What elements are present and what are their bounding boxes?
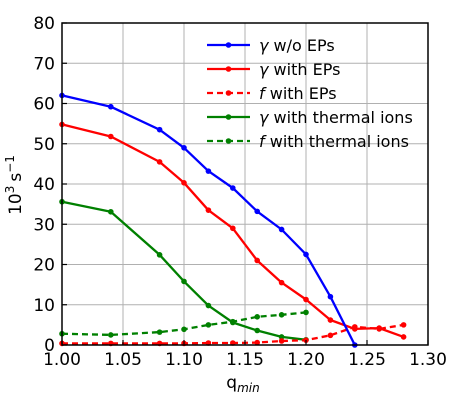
data-point [400,334,407,340]
legend-symbol: γ [259,36,270,55]
legend-marker [225,66,232,72]
x-tick-label: 1.20 [287,350,325,370]
data-point [181,144,187,151]
data-point [376,325,383,331]
x-tick-label: 1.05 [104,350,142,370]
legend-symbol: f [259,132,267,151]
data-point [303,309,309,316]
data-point [205,168,212,174]
y-tick-label: 70 [33,54,55,74]
grid [61,22,429,346]
legend-entry: γ with EPs [207,60,340,79]
data-point [181,179,187,186]
legend-label: γ w/o EPs [259,36,335,55]
data-point [278,226,285,233]
data-point [254,208,260,215]
x-axis-label: qmin [226,373,259,395]
series-1 [59,121,407,340]
legend-entry: f with thermal ions [207,132,409,151]
x-tick-label: 1.00 [43,350,81,370]
data-point [156,252,163,258]
legend-entry: γ w/o EPs [207,36,335,55]
legend-label: γ with thermal ions [259,108,413,127]
y-tick-label: 30 [33,215,55,235]
legend-text: with thermal ions [265,132,409,151]
y-tick-label: 0 [44,336,55,356]
series-0 [59,92,358,348]
y-tick-label: 40 [33,175,55,195]
data-point [205,302,212,309]
y-tick-label: 50 [33,135,55,155]
data-point [254,327,260,334]
y-tick-label: 20 [33,256,55,276]
data-point [303,251,309,258]
data-point [254,339,260,346]
legend-marker [225,90,232,96]
data-point [230,319,236,326]
legend-symbol: f [259,84,267,103]
series-layer [59,92,407,348]
data-point [205,322,212,328]
data-point [108,332,114,338]
x-tick-label: 1.10 [165,350,203,370]
legend-text: with thermal ions [268,108,412,127]
data-point [278,338,285,344]
legend-text: w/o EPs [268,36,334,55]
data-point [205,207,212,213]
data-point [156,126,163,133]
legend-label: γ with EPs [259,60,340,79]
legend-label: f with thermal ions [259,132,409,151]
legend-label: f with EPs [259,84,337,103]
legend-text: with EPs [268,60,340,79]
data-point [278,334,285,340]
x-tick-label: 1.15 [226,350,264,370]
legend-symbol: γ [259,60,270,79]
data-point [181,326,187,333]
data-point [327,317,334,323]
legend-entry: f with EPs [207,84,337,103]
data-point [303,296,309,303]
legend-marker [225,138,232,144]
series-line [61,311,307,337]
series-4 [59,309,309,338]
x-tick-label: 1.30 [409,350,447,370]
data-point [400,322,407,328]
data-point [278,312,285,318]
data-point [230,185,236,191]
data-point [108,133,114,140]
data-point [108,208,114,215]
data-point [254,314,260,320]
data-point [181,278,187,285]
data-point [108,103,114,110]
data-point [352,326,358,332]
y-tick-label: 80 [33,14,55,34]
legend-symbol: γ [259,108,270,127]
legend-text: with EPs [265,84,337,103]
data-point [156,159,163,165]
data-point [230,225,236,232]
legend-marker [225,114,232,120]
y-axis-label: 103s−1 [3,155,26,215]
ticks: 1.00 1.05 1.10 1.15 1.20 1.25 1.30 0 10 20 30 40 50 6… [33,14,447,370]
legend-entry: γ with thermal ions [207,108,413,127]
data-point [327,293,334,300]
data-point [327,332,334,339]
x-tick-label: 1.25 [348,350,386,370]
data-point [156,329,163,335]
data-point [254,257,260,264]
y-tick-label: 10 [33,296,55,316]
data-point [278,279,285,286]
legend-marker [225,42,232,48]
y-tick-label: 60 [33,95,55,115]
